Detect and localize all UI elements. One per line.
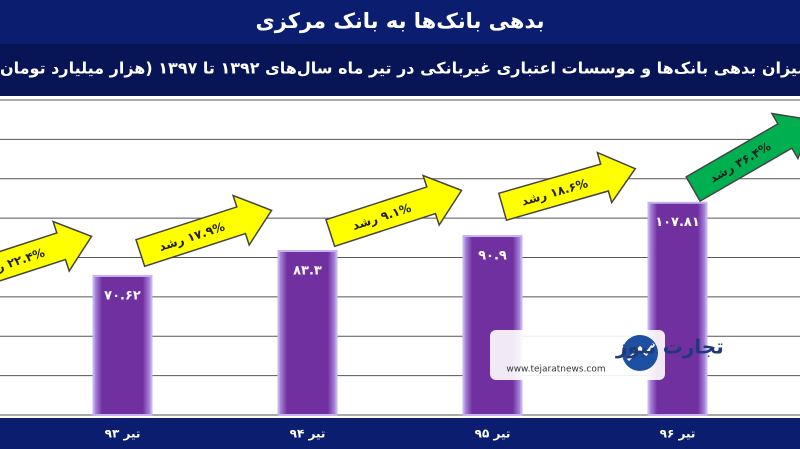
x-tick-label: تیر ۹۴ (290, 427, 326, 441)
chart-subtitle: میزان بدهی بانک‌ها و موسسات اعتباری غیرب… (0, 59, 800, 78)
arrow-shape (0, 220, 93, 294)
growth-arrow: ۳۶.۴% رشد (685, 112, 800, 203)
chart-title: بدهی بانک‌ها به بانک مرکزی (255, 9, 544, 33)
value-label: ۹۰.۹ (478, 249, 507, 264)
logo-name: تجارت نیوز (615, 335, 724, 359)
bar (92, 274, 153, 417)
logo-url: www.tejaratnews.com (506, 365, 605, 375)
arrow-shape (325, 174, 463, 248)
subtitle-band (0, 44, 800, 96)
bar (277, 250, 338, 416)
arrow-shape (685, 112, 800, 203)
bar (462, 235, 523, 416)
title-band (0, 0, 800, 44)
logo: تجارت نیوز www.tejaratnews.com (490, 330, 724, 380)
x-tick-label: تیر ۹۶ (660, 427, 696, 441)
logo-icon (622, 335, 658, 371)
value-label: ۸۳.۳ (293, 264, 322, 279)
bar (647, 201, 708, 416)
arrow-shape (497, 151, 637, 222)
x-tick-label: تیر ۹۳ (105, 427, 141, 441)
arrow-shape (135, 194, 273, 268)
axis-band (0, 418, 800, 449)
logo-bg (490, 330, 665, 380)
value-label: ۷۰.۶۲ (104, 288, 141, 303)
x-tick-label: تیر ۹۵ (475, 427, 511, 441)
logo-mark (626, 343, 656, 362)
growth-arrow: ۹.۱% رشد (325, 174, 463, 248)
value-label: ۱۰۷.۸۱ (655, 215, 700, 230)
